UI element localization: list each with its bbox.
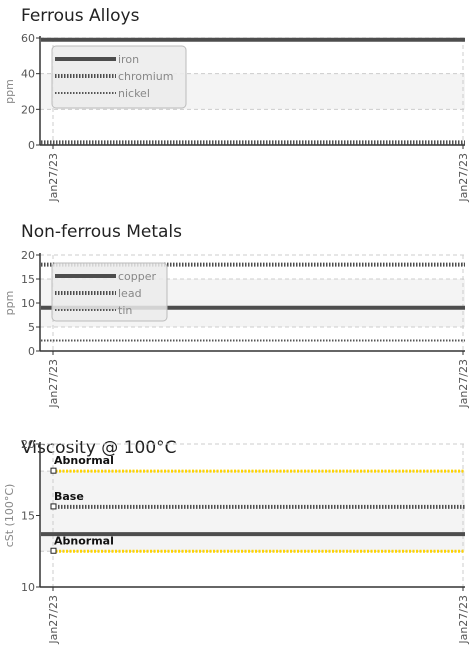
limit-label: Abnormal [54,454,114,467]
ferrous-chart: 0 20 40 60 ppm Jan27/23 Jan27/23 iron chromium ni… [3,32,470,203]
y-axis-label: ppm [3,79,16,104]
y-tick-label: 10 [21,581,35,594]
chart-title: Viscosity @ 100°C [21,438,177,458]
x-tick-label: Jan27/23 [457,359,470,409]
y-tick-label: 15 [21,510,35,523]
y-tick-label: 0 [28,139,35,152]
y-tick-label: 40 [21,68,35,81]
y-tick-label: 20 [21,438,35,451]
limit-marker [50,503,57,510]
legend-label-chromium: chromium [118,70,174,83]
x-tick-label: Jan27/23 [47,595,60,645]
x-tick-label: Jan27/23 [457,153,470,203]
chart-panel-viscosity: Viscosity @ 100°C 10 15 20 cSt (100°C) Jan27… [0,430,470,650]
y-tick-label: 0 [28,345,35,358]
chart-title: Non-ferrous Metals [21,222,183,242]
y-tick-label: 10 [21,297,35,310]
legend-label-nickel: nickel [118,87,150,100]
y-axis-label: cSt (100°C) [3,484,16,548]
legend-label-copper: copper [118,270,157,283]
non-ferrous-chart: 0 5 10 15 20 ppm Jan27/23 Jan27/23 copper lead tin [3,249,470,409]
chart-title: Ferrous Alloys [21,6,140,26]
limit-marker [50,547,57,554]
limit-label: Abnormal [54,534,114,547]
y-tick-label: 20 [21,249,35,262]
viscosity-chart: 10 15 20 cSt (100°C) Jan27/23 Jan27/23 Abnorma… [3,438,470,645]
y-tick-label: 20 [21,103,35,116]
legend-label-iron: iron [118,53,139,66]
y-tick-label: 5 [28,321,35,334]
legend-label-tin: tin [118,304,132,317]
x-tick-label: Jan27/23 [47,153,60,203]
limit-label: Base [54,490,84,503]
limit-marker [50,467,57,474]
x-tick-label: Jan27/23 [457,595,470,645]
range-band [40,471,465,552]
legend-label-lead: lead [118,287,142,300]
x-tick-label: Jan27/23 [47,359,60,409]
chart-panel-non-ferrous: Non-ferrous Metals 0 5 10 15 20 ppm Jan27/23 Ja… [0,215,470,430]
chart-panel-ferrous: Ferrous Alloys 0 20 40 60 ppm Jan27/23 Jan27/2… [0,0,470,215]
y-axis-label: ppm [3,291,16,316]
y-tick-label: 15 [21,273,35,286]
y-tick-label: 60 [21,32,35,45]
